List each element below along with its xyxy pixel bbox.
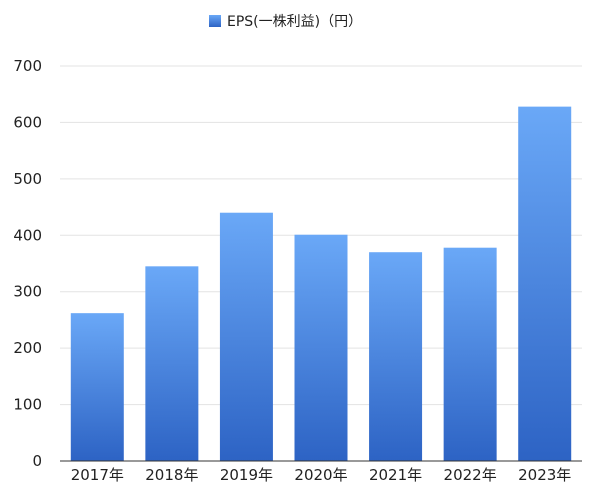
legend-swatch-eps bbox=[209, 15, 221, 27]
y-tick-label: 400 bbox=[13, 226, 42, 244]
y-tick-label: 0 bbox=[32, 452, 42, 470]
x-tick-label: 2020年 bbox=[294, 466, 347, 484]
bar-2023年 bbox=[518, 106, 572, 461]
chart-legend: EPS(一株利益)（円） bbox=[209, 14, 362, 30]
y-tick-label: 100 bbox=[13, 396, 42, 414]
bar-2019年 bbox=[219, 212, 273, 461]
bar-2020年 bbox=[294, 234, 348, 461]
x-tick-label: 2021年 bbox=[369, 466, 422, 484]
bar-2018年 bbox=[145, 266, 199, 461]
bar-2021年 bbox=[369, 252, 423, 461]
y-tick-label: 600 bbox=[13, 113, 42, 131]
x-tick-label: 2019年 bbox=[220, 466, 273, 484]
x-axis-tick-labels: 2017年 2018年 2019年 2020年 2021年 2022年 2023年 bbox=[71, 466, 572, 484]
x-tick-label: 2018年 bbox=[145, 466, 198, 484]
y-axis-tick-labels: 0 100 200 300 400 500 600 700 bbox=[13, 57, 42, 470]
y-tick-label: 300 bbox=[13, 283, 42, 301]
y-tick-label: 200 bbox=[13, 339, 42, 357]
y-tick-label: 500 bbox=[13, 170, 42, 188]
y-tick-label: 700 bbox=[13, 57, 42, 75]
bar-2022年 bbox=[443, 247, 497, 461]
bars bbox=[70, 106, 572, 461]
bar-2017年 bbox=[70, 313, 124, 461]
x-tick-label: 2023年 bbox=[518, 466, 571, 484]
x-tick-label: 2017年 bbox=[71, 466, 124, 484]
x-tick-label: 2022年 bbox=[444, 466, 497, 484]
legend-label-eps: EPS(一株利益)（円） bbox=[227, 14, 362, 30]
